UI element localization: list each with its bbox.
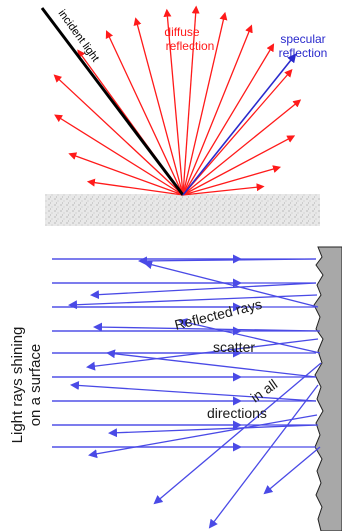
reflected-ray: [108, 424, 319, 438]
diffuse-ray: [163, 8, 184, 196]
specular-label-line1: specular: [280, 32, 325, 46]
diffuse-reflection-diagram: incident light diffuse reflection specul…: [0, 0, 342, 235]
directions-label: directions: [207, 405, 267, 421]
incoming-rays-group: [52, 254, 316, 452]
reflected-rays-group: [68, 256, 322, 529]
reflected-ray: [106, 349, 317, 378]
reflected-ray: [263, 446, 321, 495]
incident-ray: [40, 7, 185, 196]
diffuse-ray: [182, 5, 200, 196]
diffuse-ray: [182, 43, 275, 196]
reflected-ray: [68, 294, 318, 310]
specular-ray: [182, 53, 297, 196]
diffuse-ray: [86, 178, 184, 196]
side-label-line1: Light rays shining: [9, 327, 26, 444]
diffuse-reflection-svg: incident light diffuse reflection specul…: [40, 5, 328, 226]
diffuse-ray: [182, 183, 265, 196]
reflected-ray: [88, 414, 318, 459]
diffuse-rays-group: [53, 5, 302, 196]
reflected-ray: [208, 384, 319, 529]
reflected-ray: [143, 260, 319, 308]
diffuse-ray: [53, 74, 184, 196]
diffuse-ray: [182, 99, 302, 196]
reflected-ray: [178, 318, 321, 354]
diffuse-ray: [182, 68, 293, 196]
scatter-diagram-svg: Light rays shining on a surface Reflecte…: [9, 246, 342, 531]
scatter-label: scatter: [213, 339, 255, 355]
side-label-line2: on a surface: [27, 344, 44, 427]
diffuse-ray: [182, 24, 253, 196]
reflected-rays-label: Reflected rays: [173, 296, 264, 333]
diffuse-ray: [182, 11, 228, 196]
diffuse-label-line1: diffuse: [164, 25, 199, 39]
diffuse-ray: [105, 30, 184, 196]
rough-surface: [45, 194, 320, 226]
reflected-ray: [138, 256, 317, 266]
specular-label-line2: reflection: [279, 46, 328, 60]
reflected-ray: [90, 282, 317, 300]
rough-wall: [313, 246, 342, 531]
diffuse-ray: [54, 114, 184, 196]
scatter-diagram: Light rays shining on a surface Reflecte…: [0, 235, 342, 531]
reflected-ray: [70, 380, 317, 402]
diffuse-ray: [182, 135, 296, 196]
diffuse-label-line2: reflection: [166, 39, 215, 53]
reflected-ray: [153, 362, 322, 505]
diffuse-ray: [133, 17, 184, 196]
diffuse-ray: [68, 152, 184, 196]
reflected-ray: [93, 322, 321, 332]
diffuse-ray: [182, 165, 282, 196]
